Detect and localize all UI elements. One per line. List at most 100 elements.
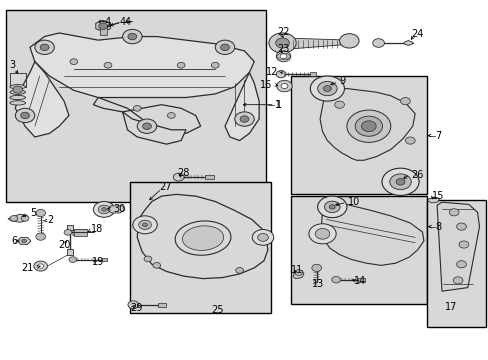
Circle shape: [122, 30, 142, 44]
Circle shape: [389, 174, 410, 190]
Circle shape: [452, 277, 462, 284]
Circle shape: [311, 264, 321, 271]
Text: 11: 11: [290, 265, 303, 275]
Text: 3: 3: [9, 59, 16, 69]
Bar: [205, 175, 214, 179]
Circle shape: [372, 39, 384, 47]
Circle shape: [99, 23, 107, 30]
Circle shape: [128, 33, 137, 40]
Polygon shape: [15, 62, 69, 137]
Polygon shape: [137, 194, 267, 279]
Circle shape: [173, 173, 183, 181]
Polygon shape: [108, 206, 125, 213]
Circle shape: [38, 264, 43, 268]
Circle shape: [310, 76, 344, 101]
Bar: [290, 76, 427, 194]
Ellipse shape: [133, 221, 157, 228]
Bar: [74, 229, 87, 236]
Bar: [5, 10, 266, 202]
Circle shape: [275, 38, 289, 48]
Circle shape: [104, 62, 112, 68]
Circle shape: [167, 113, 175, 118]
Circle shape: [317, 81, 336, 96]
Polygon shape: [321, 203, 423, 265]
Circle shape: [354, 116, 382, 136]
Text: 7: 7: [435, 131, 441, 140]
Text: 26: 26: [410, 170, 423, 180]
Polygon shape: [403, 41, 412, 45]
Text: 14: 14: [353, 276, 366, 286]
Ellipse shape: [10, 101, 25, 105]
Circle shape: [252, 229, 273, 245]
Text: 27: 27: [159, 182, 171, 192]
Circle shape: [317, 196, 346, 218]
Bar: [290, 196, 427, 304]
Circle shape: [142, 123, 151, 130]
Bar: [357, 278, 364, 282]
Circle shape: [69, 257, 77, 262]
Bar: [100, 26, 106, 35]
Circle shape: [98, 205, 110, 214]
Text: 17: 17: [444, 302, 456, 312]
Text: 28: 28: [177, 168, 190, 178]
Text: 15: 15: [431, 191, 444, 201]
Circle shape: [21, 216, 29, 221]
Circle shape: [234, 112, 254, 126]
Polygon shape: [30, 33, 254, 98]
Circle shape: [346, 110, 390, 142]
Polygon shape: [17, 238, 31, 244]
Circle shape: [334, 101, 344, 108]
Polygon shape: [427, 197, 439, 203]
Circle shape: [36, 233, 45, 240]
Text: 22: 22: [277, 27, 289, 37]
Circle shape: [240, 116, 248, 122]
Text: 25: 25: [211, 305, 224, 315]
Polygon shape: [73, 229, 87, 236]
Circle shape: [128, 301, 139, 309]
Ellipse shape: [182, 226, 223, 251]
Text: 4←: 4←: [119, 17, 133, 27]
Text: 1: 1: [274, 100, 280, 110]
Circle shape: [405, 137, 414, 144]
Text: 23: 23: [277, 44, 289, 54]
Circle shape: [35, 40, 54, 54]
Circle shape: [102, 208, 106, 211]
Circle shape: [36, 210, 45, 217]
Circle shape: [137, 119, 157, 134]
Circle shape: [276, 80, 292, 92]
Circle shape: [139, 220, 151, 229]
Ellipse shape: [10, 95, 25, 100]
Text: 18: 18: [91, 225, 103, 234]
Polygon shape: [320, 89, 414, 160]
Circle shape: [395, 179, 404, 185]
Text: 12: 12: [265, 67, 278, 77]
Polygon shape: [8, 214, 27, 222]
Circle shape: [294, 270, 302, 275]
Ellipse shape: [381, 176, 418, 188]
Circle shape: [220, 44, 229, 50]
Text: 8: 8: [435, 222, 441, 231]
Text: 5: 5: [30, 208, 36, 218]
Circle shape: [268, 33, 296, 53]
Polygon shape: [293, 270, 304, 279]
Circle shape: [34, 261, 47, 271]
Ellipse shape: [317, 202, 346, 211]
Bar: [67, 249, 73, 255]
Circle shape: [64, 229, 72, 235]
Bar: [310, 72, 316, 76]
Circle shape: [381, 168, 418, 195]
Circle shape: [177, 62, 184, 68]
Text: ←4: ←4: [98, 17, 112, 27]
Circle shape: [93, 202, 115, 217]
Circle shape: [324, 201, 339, 213]
Circle shape: [133, 105, 141, 111]
Circle shape: [331, 276, 340, 283]
Circle shape: [280, 54, 286, 59]
Text: 29: 29: [130, 303, 142, 313]
Text: 6: 6: [11, 236, 18, 246]
Text: 1: 1: [276, 100, 282, 110]
Circle shape: [315, 228, 329, 239]
Text: 20: 20: [58, 239, 70, 249]
Circle shape: [323, 86, 330, 91]
Circle shape: [456, 261, 466, 268]
